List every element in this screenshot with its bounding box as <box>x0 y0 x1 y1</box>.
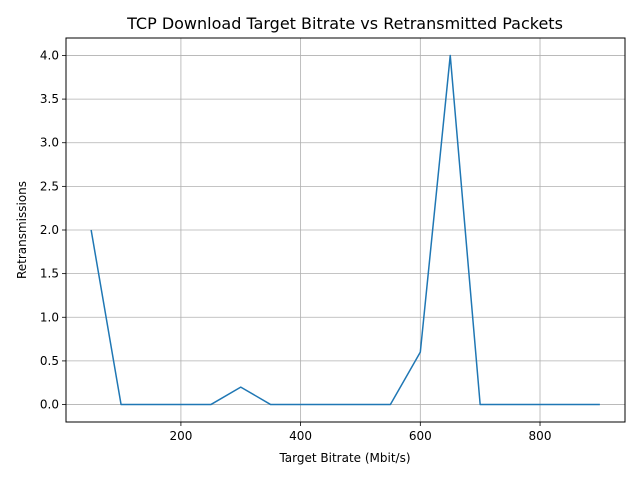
y-tick-label: 0.0 <box>40 398 59 412</box>
y-tick-label: 2.5 <box>40 179 59 193</box>
x-axis-ticks: 200 400 600 800 <box>169 422 551 443</box>
chart-title: TCP Download Target Bitrate vs Retransmi… <box>126 14 563 33</box>
y-axis-ticks: 0.0 0.5 1.0 1.5 2.0 2.5 3.0 3.5 4.0 <box>40 48 66 412</box>
y-tick-label: 1.0 <box>40 310 59 324</box>
x-tick-label: 200 <box>169 429 192 443</box>
x-tick-label: 400 <box>289 429 312 443</box>
series-line <box>90 54 600 406</box>
y-axis-label: Retransmissions <box>15 181 29 279</box>
x-axis-label: Target Bitrate (Mbit/s) <box>278 451 410 465</box>
y-tick-label: 3.0 <box>40 136 59 150</box>
y-tick-label: 3.5 <box>40 92 59 106</box>
y-tick-label: 4.0 <box>40 48 59 62</box>
series-layer <box>90 54 600 406</box>
y-tick-label: 1.5 <box>40 267 59 281</box>
y-tick-label: 0.5 <box>40 354 59 368</box>
x-tick-label: 600 <box>409 429 432 443</box>
x-tick-label: 800 <box>529 429 552 443</box>
y-tick-label: 2.0 <box>40 223 59 237</box>
